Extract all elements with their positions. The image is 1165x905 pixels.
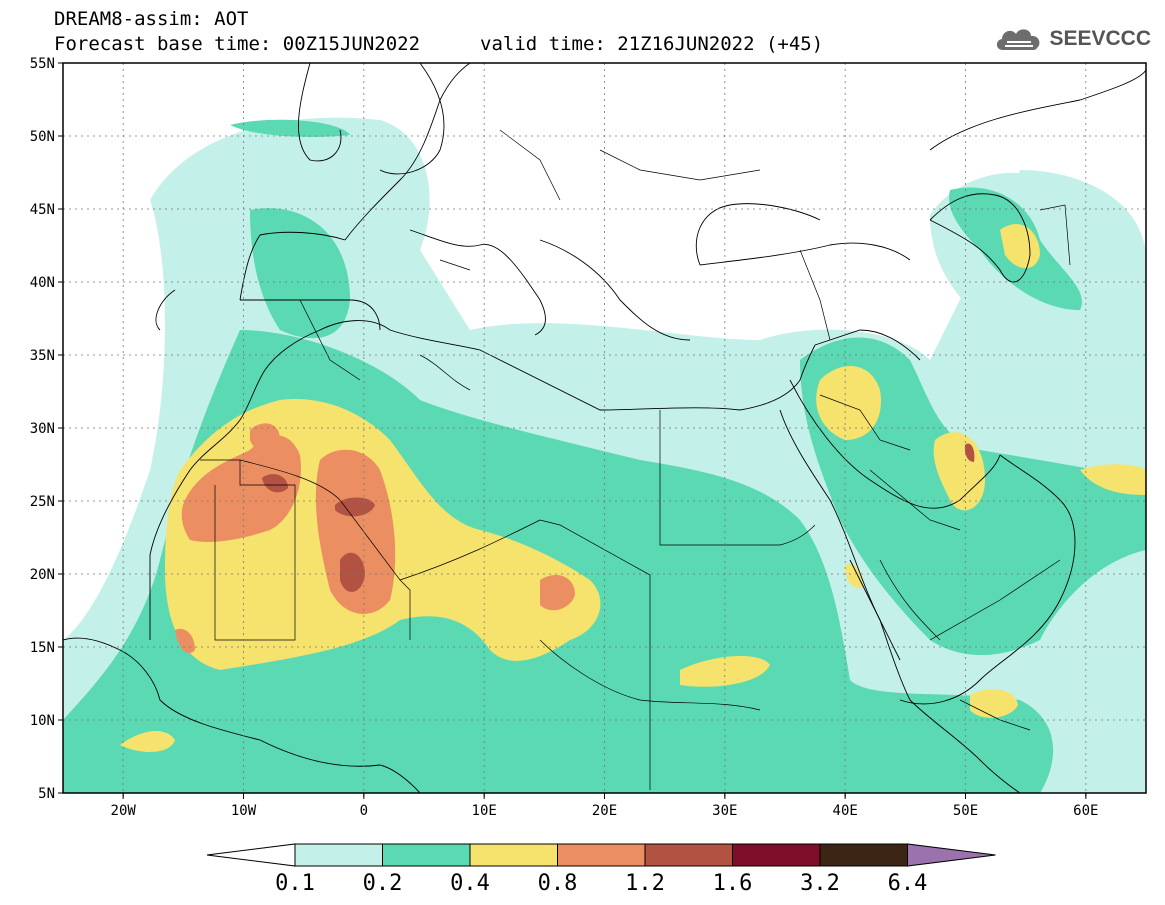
colorbar-arrow-high <box>907 843 996 867</box>
lon-tick-label: 20E <box>592 803 617 819</box>
lon-tick-label: 30E <box>712 803 737 819</box>
valid-time: valid time: 21Z16JUN2022 (+45) <box>480 33 824 55</box>
lon-tick-label: 40E <box>833 803 858 819</box>
colorbar-swatch <box>382 843 471 867</box>
lat-tick-label: 55N <box>30 56 55 72</box>
seevccc-logo: SEEVCCC <box>993 22 1151 56</box>
colorbar-label: 1.6 <box>713 871 753 896</box>
lat-tick-label: 25N <box>30 494 55 510</box>
colorbar-label: 6.4 <box>888 871 928 896</box>
colorbar-swatch <box>469 843 558 867</box>
colorbar-label: 3.2 <box>800 871 840 896</box>
lat-tick-label: 20N <box>30 567 55 583</box>
map-title: DREAM8-assim: AOT <box>54 8 249 30</box>
logo-text: SEEVCCC <box>1049 27 1151 50</box>
colorbar-swatch <box>294 843 383 867</box>
lat-lon-gridlines <box>63 63 1146 793</box>
lat-tick-label: 30N <box>30 421 55 437</box>
colorbar-label: 0.1 <box>275 871 315 896</box>
lon-tick-label: 10E <box>472 803 497 819</box>
aot-level-0.8 <box>175 423 575 654</box>
aerosol-shading <box>63 117 1146 793</box>
country-borders <box>200 129 1071 790</box>
lat-tick-label: 35N <box>30 348 55 364</box>
lat-tick-label: 15N <box>30 640 55 656</box>
lon-tick-label: 50E <box>953 803 978 819</box>
colorbar-swatch <box>819 843 908 867</box>
lon-tick-label: 60E <box>1073 803 1098 819</box>
lon-tick-label: 20W <box>111 803 137 819</box>
colorbar-legend: 0.1 0.2 0.4 0.8 1.2 1.6 3.2 6.4 <box>206 843 996 896</box>
colorbar-swatch <box>732 843 821 867</box>
lat-tick-label: 45N <box>30 202 55 218</box>
coastlines <box>63 63 1146 793</box>
colorbar-swatch <box>644 843 733 867</box>
colorbar-label: 0.8 <box>538 871 578 896</box>
colorbar-swatch <box>557 843 646 867</box>
forecast-base-time: Forecast base time: 00Z15JUN2022 <box>54 33 421 55</box>
lon-tick-label: 10W <box>231 803 257 819</box>
colorbar-label: 0.4 <box>450 871 490 896</box>
colorbar-arrow-low <box>206 843 296 867</box>
lat-tick-label: 10N <box>30 713 55 729</box>
lat-tick-label: 5N <box>38 786 55 802</box>
aot-level-1.2 <box>262 443 975 592</box>
lat-tick-label: 50N <box>30 129 55 145</box>
lon-tick-label: 0 <box>360 803 368 819</box>
lat-tick-label: 40N <box>30 275 55 291</box>
axis-ticks: 55N 50N 45N 40N 35N 30N 25N 20N 15N 10N 5N 20W 10W 0 1… <box>30 56 1099 819</box>
colorbar-label: 0.2 <box>363 871 403 896</box>
cloud-icon <box>997 29 1040 50</box>
colorbar-label: 1.2 <box>625 871 665 896</box>
